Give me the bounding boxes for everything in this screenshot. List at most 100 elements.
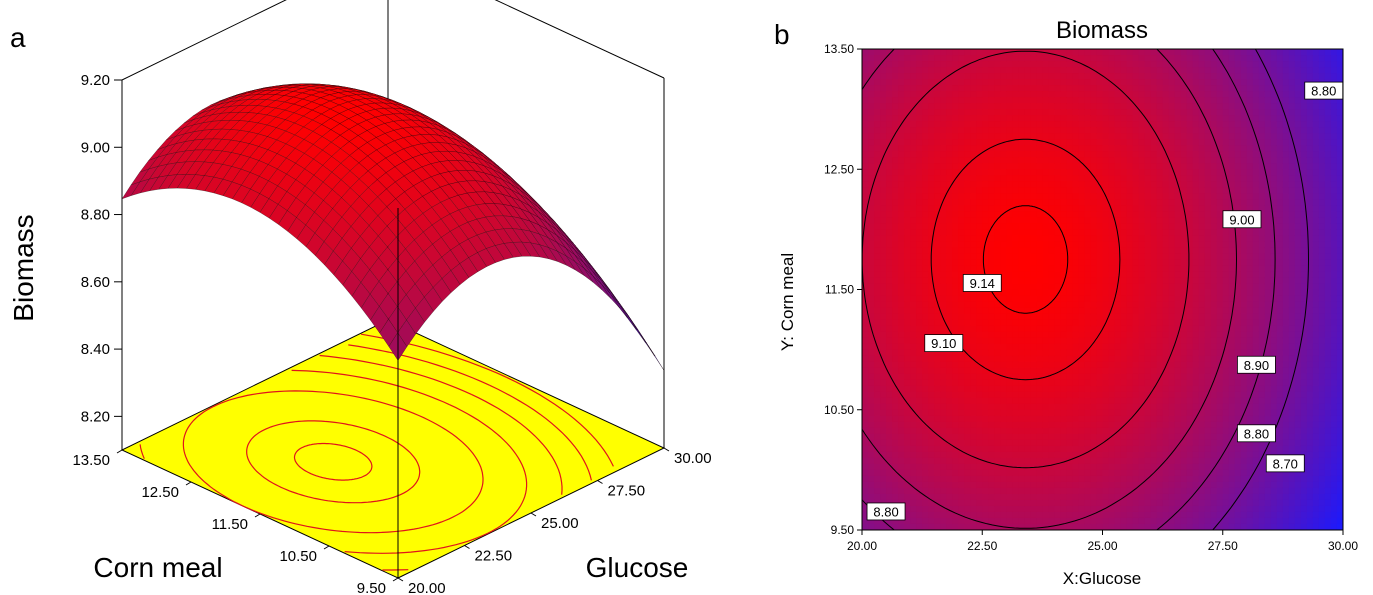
heat-cell [928,283,935,291]
heat-cell [1120,517,1128,525]
heat-cell [1006,193,1013,200]
heat-cell [934,235,941,242]
heat-cell [1114,361,1122,369]
heat-cell [1030,313,1037,321]
heat-cell [958,523,965,530]
heat-cell [988,127,995,134]
heat-cell [868,241,875,249]
heat-cell [862,223,869,230]
heat-cell [1072,49,1080,56]
heat-cell [1144,133,1152,140]
heat-cell [1108,433,1116,441]
z-tick-label: 9.00 [81,139,110,156]
heat-cell [1120,505,1128,513]
heat-cell [904,433,911,441]
heat-cell [946,163,953,170]
heat-cell [1048,73,1055,80]
heat-cell [976,523,983,530]
heat-cell [964,253,971,261]
heat-cell [952,523,959,530]
heat-cell [1066,391,1074,399]
heat-cell [1132,229,1140,236]
heat-cell [862,205,869,212]
heat-cell [994,85,1001,92]
heat-cell [1114,67,1122,74]
heat-cell [1144,409,1152,417]
heat-cell [976,331,983,339]
heat-cell [898,217,905,224]
heat-cell [874,271,881,279]
heat-cell [868,115,875,122]
heat-cell [862,283,869,291]
heat-cell [964,409,971,417]
heat-cell [892,481,899,489]
heat-cell [1090,493,1098,501]
heat-cell [988,187,995,194]
heat-cell [1132,247,1140,255]
heat-cell [958,127,965,134]
heat-cell [934,313,941,321]
heat-cell [1006,319,1013,327]
heat-cell [1096,253,1104,261]
heat-cell [922,55,929,62]
heat-cell [940,67,947,74]
heat-cell [1048,349,1055,357]
heat-cell [904,295,911,303]
heat-cell [1066,427,1074,435]
heat-cell [916,319,923,327]
heat-cell [976,343,983,351]
heat-cell [934,61,941,68]
heat-cell [1090,61,1098,68]
heat-cell [874,451,881,459]
heat-cell [928,67,935,74]
heat-cell [1132,463,1140,471]
heat-cell [940,433,947,441]
heat-cell [1078,415,1086,423]
heat-cell [1156,451,1164,459]
heat-cell [1096,163,1104,170]
heat-cell [1060,253,1068,261]
heat-cell [1066,439,1074,447]
heat-cell [934,169,941,176]
heat-cell [1048,121,1055,128]
heat-cell [976,433,983,441]
heat-cell [880,199,887,206]
heat-cell [1090,151,1098,158]
heat-cell [1006,139,1013,146]
heat-cell [982,205,989,212]
heat-cell [958,121,965,128]
heat-cell [868,49,875,56]
heat-cell [1120,361,1128,369]
heat-cell [904,211,911,218]
heat-cell [1000,175,1007,182]
heat-cell [1042,151,1049,158]
heat-cell [868,163,875,170]
heat-cell [1090,457,1098,465]
heat-cell [1066,451,1074,459]
heat-cell [1054,199,1062,206]
heat-cell [1120,127,1128,134]
heat-cell [1120,151,1128,158]
heat-cell [1006,439,1013,447]
heat-cell [880,337,887,345]
heat-cell [1156,121,1164,128]
heat-cell [958,379,965,387]
heat-cell [1054,271,1062,279]
heat-cell [1126,517,1134,525]
heat-cell [970,367,977,375]
heat-cell [934,223,941,230]
heat-cell [1006,397,1013,405]
heat-cell [940,487,947,495]
heat-cell [1078,283,1086,291]
heat-cell [1114,517,1122,525]
heat-cell [1048,355,1055,363]
heat-cell [1060,439,1068,447]
x-tick-label: 25.00 [541,515,579,532]
heat-cell [1048,133,1055,140]
heat-cell [1072,319,1080,327]
heat-cell [1084,283,1092,291]
heat-cell [1000,313,1007,321]
heat-cell [880,97,887,104]
heat-cell [1024,349,1031,357]
heat-cell [1084,331,1092,339]
